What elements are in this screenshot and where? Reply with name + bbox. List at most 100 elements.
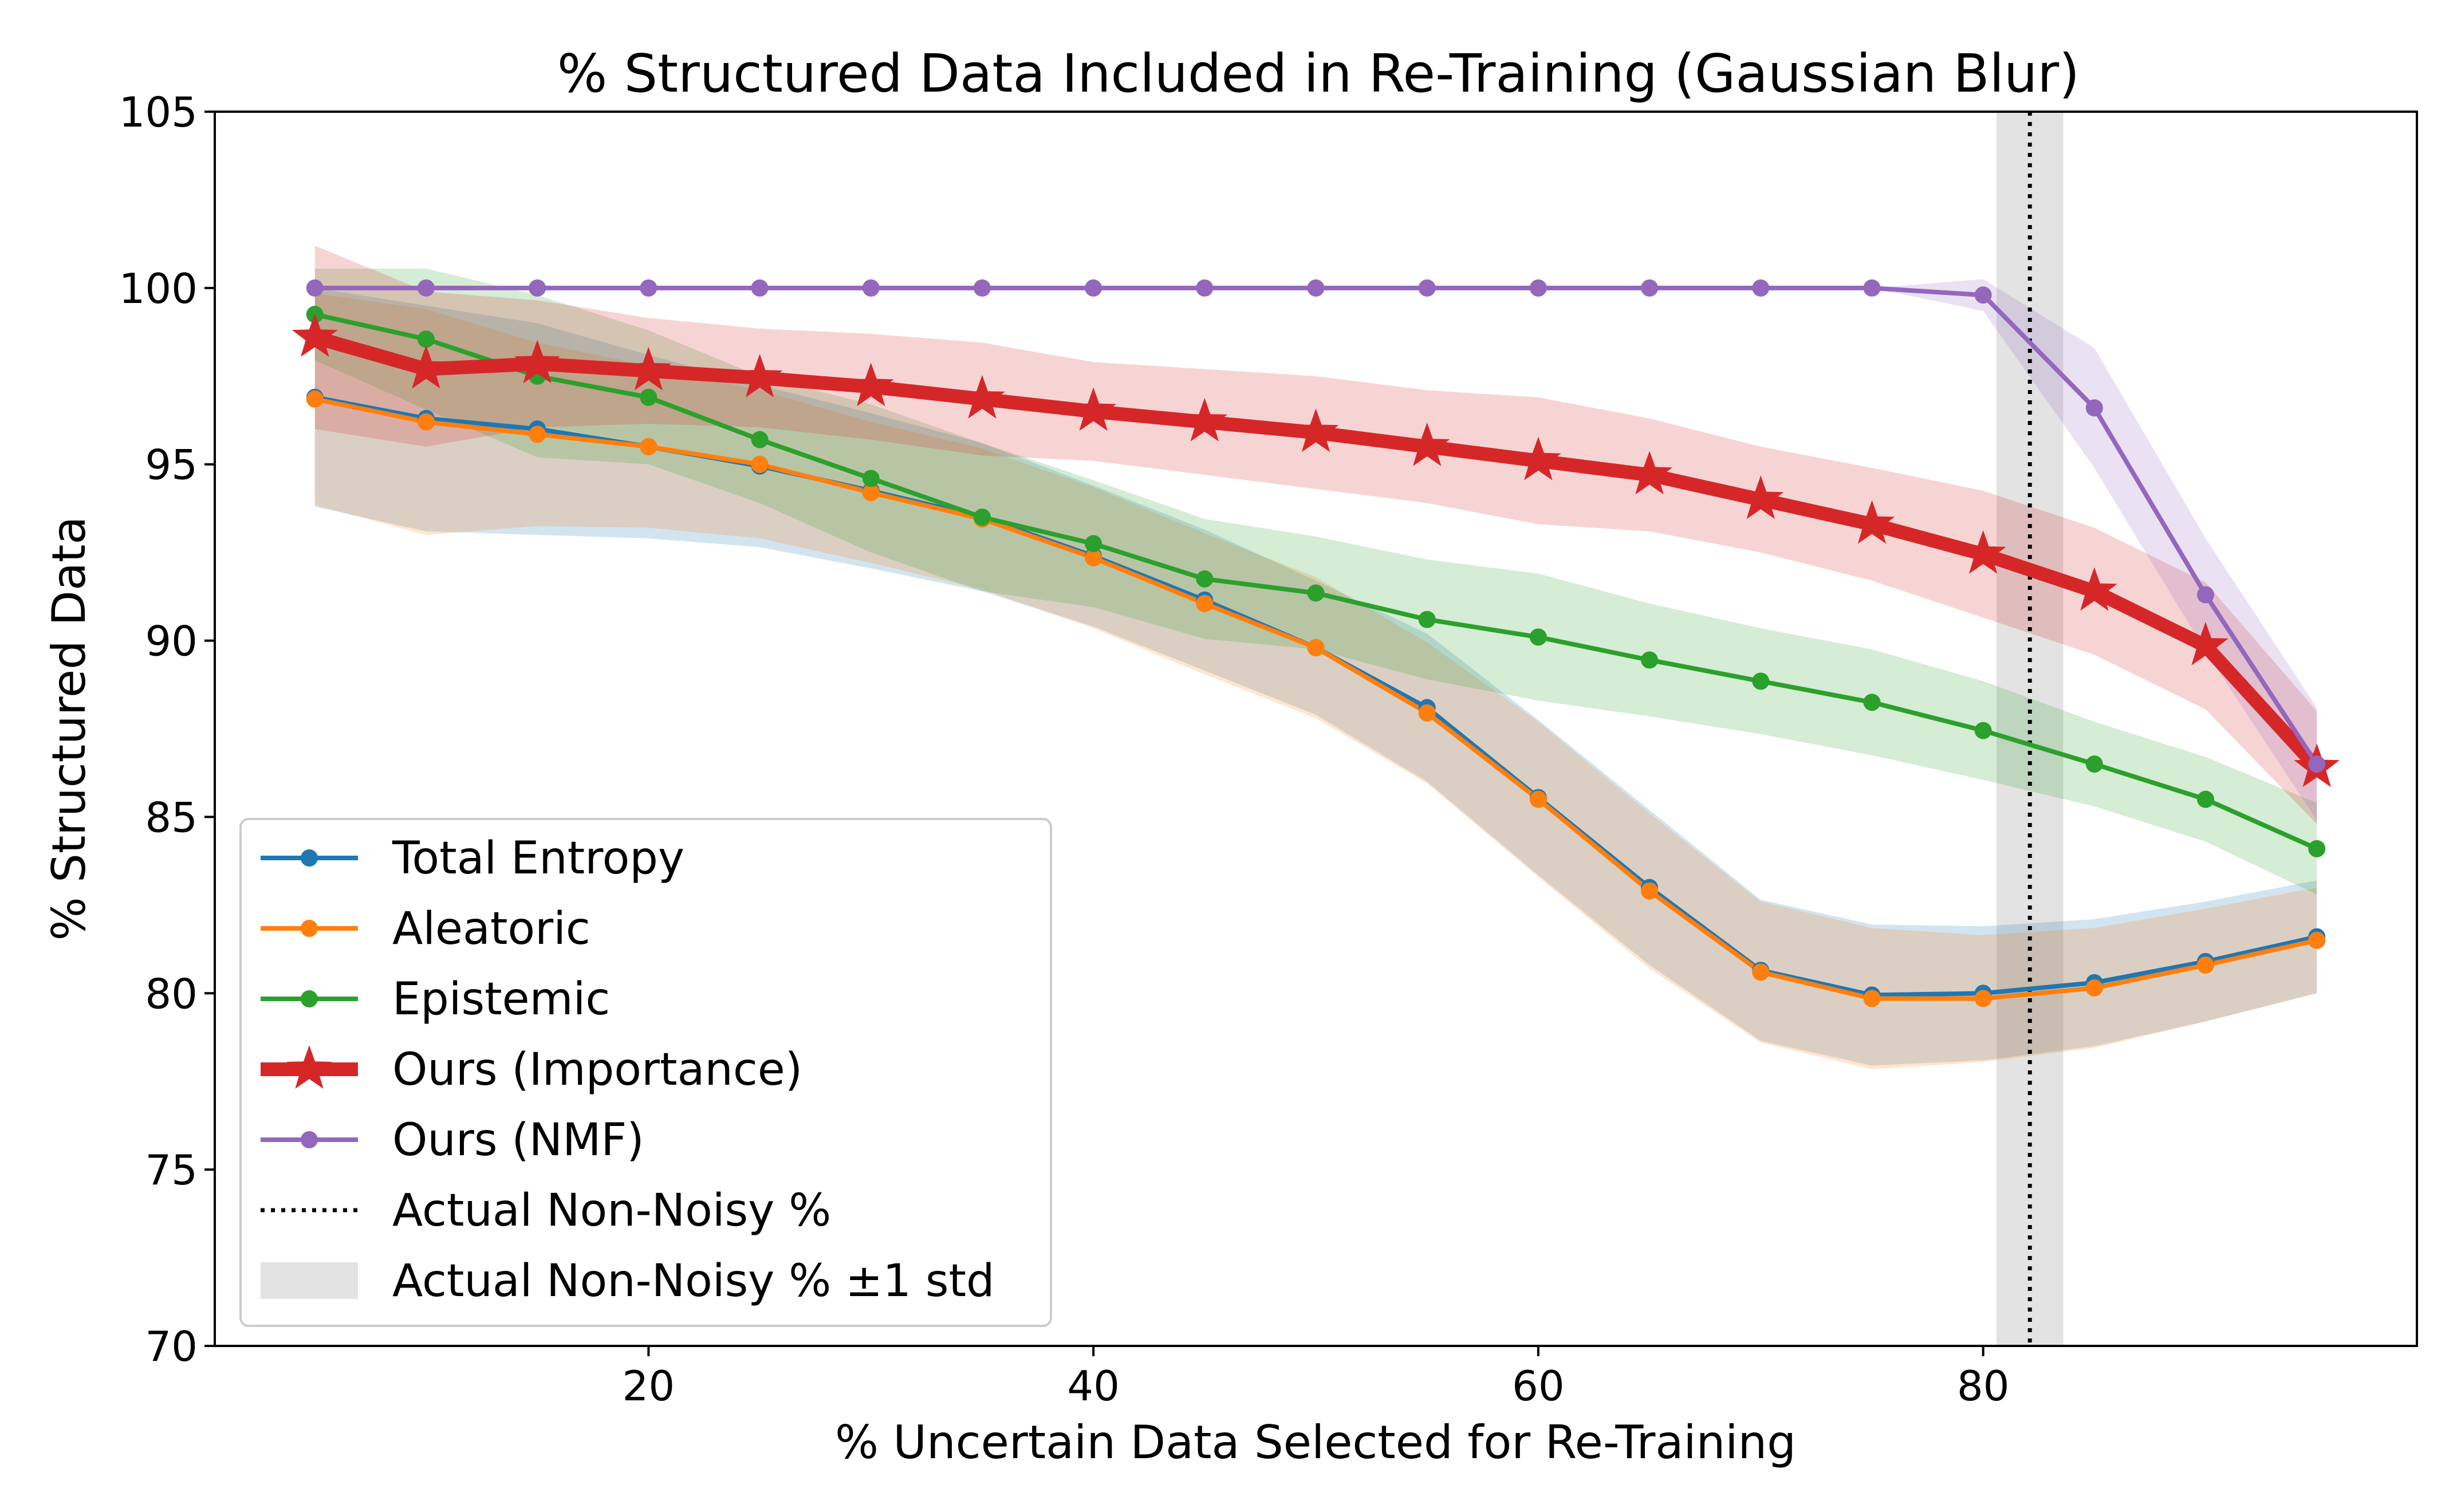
series-1-point	[2197, 956, 2215, 974]
series-1-point	[1196, 594, 1214, 612]
series-1-std-band	[314, 293, 2317, 1069]
y-tick-label: 90	[145, 617, 198, 666]
series-3-point	[1627, 451, 1672, 495]
series-3-point	[292, 313, 338, 357]
series-4-point	[1307, 279, 1325, 297]
series-3-std-band	[314, 246, 2317, 824]
series-4-point	[1529, 279, 1547, 297]
series-4-point	[862, 279, 880, 297]
series-4-point	[1641, 279, 1659, 297]
series-1-point	[751, 455, 769, 473]
series-4-point	[2308, 755, 2326, 773]
legend-label: Aleatoric	[392, 903, 590, 955]
series-1-point	[862, 483, 880, 501]
series-4-point	[1863, 279, 1881, 297]
series-2-point	[417, 330, 435, 348]
series-4-point	[1974, 286, 1992, 304]
legend-handle-star	[286, 1045, 332, 1089]
series-2-point	[1418, 611, 1436, 628]
series-4-point	[1196, 279, 1214, 297]
legend-handle-marker	[301, 990, 318, 1007]
legend-label: Epistemic	[392, 974, 610, 1025]
series-4-point	[640, 279, 657, 297]
y-tick-label: 95	[145, 441, 198, 489]
series-1-point	[1641, 882, 1659, 900]
series-3-point	[625, 346, 672, 391]
series-2-point	[862, 470, 880, 487]
series-1-point	[1418, 704, 1436, 722]
y-tick-label: 105	[119, 88, 198, 136]
y-axis-label: % Structured Data	[42, 517, 96, 941]
legend-handle-marker	[301, 1131, 318, 1148]
series-3-point	[1293, 408, 1339, 452]
y-tick-label: 80	[145, 970, 198, 1018]
series-4-point	[1418, 279, 1436, 297]
series-2-point	[1641, 651, 1659, 669]
series-4-point	[2085, 399, 2103, 417]
series-1-point	[1529, 790, 1547, 808]
series-2-point	[2308, 840, 2326, 857]
series-4-point	[2197, 586, 2215, 604]
series-4-point	[751, 279, 769, 297]
series-3-point	[1070, 387, 1117, 431]
series-3-point	[1404, 422, 1450, 466]
legend-handle-band	[261, 1262, 358, 1299]
series-1-point	[417, 413, 435, 431]
series-3-point	[403, 345, 449, 389]
series-4-point	[417, 279, 435, 297]
series-3-point	[2183, 621, 2228, 666]
series-3-point	[1849, 500, 1895, 544]
series-1-point	[640, 438, 657, 455]
legend-handle-marker	[301, 920, 318, 937]
series-4-point	[973, 279, 991, 297]
plot-frame	[214, 111, 2418, 1347]
series-2-point	[2085, 755, 2103, 773]
series-3-point	[1960, 530, 2006, 574]
legend-label: Ours (NMF)	[392, 1115, 644, 1166]
series-3-point	[959, 375, 1005, 419]
series-4-point	[1085, 279, 1102, 297]
legend-label: Ours (Importance)	[392, 1044, 802, 1096]
series-3-point	[737, 353, 783, 397]
series-2-std-band	[314, 269, 2317, 895]
y-tick-label: 85	[145, 793, 198, 841]
series-4-point	[1752, 279, 1770, 297]
x-tick-label: 80	[1957, 1362, 2010, 1410]
series-3-point	[514, 340, 561, 384]
series-1-point	[529, 426, 546, 443]
series-2-point	[1196, 570, 1214, 588]
series-2-point	[1863, 694, 1881, 711]
series-4-point	[529, 279, 546, 297]
series-0-std-band	[314, 288, 2317, 1066]
y-tick-label: 75	[145, 1146, 198, 1194]
series-2-point	[1974, 722, 1992, 739]
y-tick-label: 70	[145, 1322, 198, 1371]
x-tick-label: 40	[1067, 1362, 1120, 1410]
series-1-point	[1863, 990, 1881, 1007]
series-2-point	[973, 509, 991, 526]
series-2-point	[1752, 672, 1770, 690]
series-1-point	[1307, 639, 1325, 656]
series-3-point	[1182, 397, 1228, 442]
series-3-point	[1738, 475, 1784, 519]
x-axis-label: % Uncertain Data Selected for Re-Trainin…	[835, 1416, 1796, 1469]
y-tick-label: 100	[119, 265, 198, 313]
legend-label: Actual Non-Noisy % ±1 std	[392, 1255, 995, 1307]
x-tick-label: 20	[623, 1362, 675, 1410]
series-1-point	[1085, 549, 1102, 566]
series-2-point	[640, 388, 657, 406]
series-1-point	[2085, 979, 2103, 997]
legend-label: Actual Non-Noisy %	[392, 1185, 831, 1237]
legend-box	[239, 818, 1052, 1327]
series-4-point	[306, 279, 324, 297]
series-1-point	[306, 390, 324, 408]
series-1-point	[1974, 990, 1992, 1007]
legend-handle-marker	[301, 849, 318, 867]
x-tick-label: 60	[1512, 1362, 1565, 1410]
series-3-point	[1515, 436, 1561, 481]
legend-label: Total Entropy	[392, 833, 684, 884]
series-1-point	[2308, 931, 2326, 949]
series-3-point	[848, 363, 894, 407]
